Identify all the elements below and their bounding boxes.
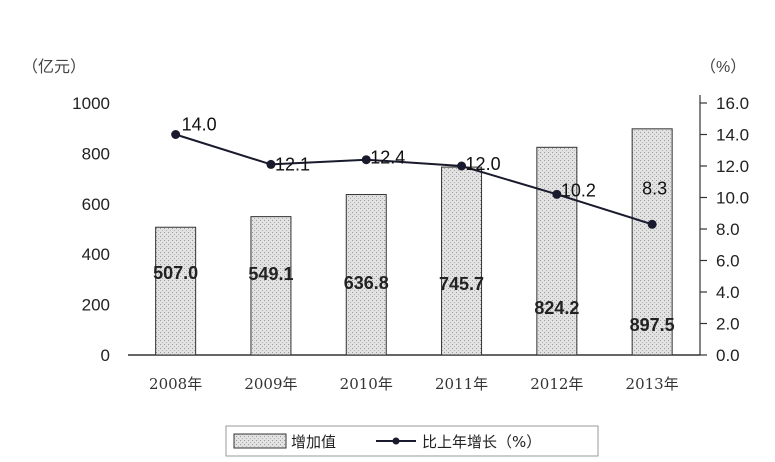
left-tick-label: 600 bbox=[82, 195, 110, 214]
left-tick-label: 0 bbox=[101, 346, 110, 365]
right-tick-label: 8.0 bbox=[716, 220, 740, 239]
bar-value-label: 745.7 bbox=[439, 274, 484, 294]
bar-series: 507.0 549.1 636.8 745.7 824.2 897.5 bbox=[153, 128, 675, 356]
legend-line-marker bbox=[392, 437, 400, 445]
growth-line-series: 14.0 12.1 12.4 12.0 10.2 8.3 bbox=[171, 115, 667, 229]
right-tick-label: 4.0 bbox=[716, 283, 740, 302]
right-tick-label: 6.0 bbox=[716, 252, 740, 271]
x-tick-label: 2009年 bbox=[244, 375, 297, 393]
bar-value-label: 507.0 bbox=[153, 263, 198, 283]
right-axis-unit: （%） bbox=[700, 58, 746, 76]
right-tick-label: 2.0 bbox=[716, 315, 740, 334]
left-axis-ticks: 0 200 400 600 800 1000 bbox=[72, 94, 110, 365]
right-tick-label: 16.0 bbox=[716, 94, 749, 113]
growth-line bbox=[175, 133, 653, 226]
x-tick-label: 2008年 bbox=[149, 375, 202, 393]
growth-point bbox=[647, 219, 657, 229]
bar bbox=[155, 226, 197, 356]
legend-bar-swatch bbox=[233, 433, 287, 449]
bar-value-label: 897.5 bbox=[630, 315, 675, 335]
x-tick-label: 2010年 bbox=[340, 375, 393, 393]
left-axis-unit: （亿元） bbox=[22, 58, 86, 76]
bar bbox=[250, 216, 292, 356]
right-tick-label: 10.0 bbox=[716, 189, 749, 208]
legend-bar-label: 增加值 bbox=[291, 433, 336, 451]
growth-point bbox=[457, 161, 467, 171]
growth-value-label: 12.0 bbox=[466, 154, 501, 174]
bar-value-label: 824.2 bbox=[534, 298, 579, 318]
bar bbox=[536, 146, 578, 356]
x-tick-label: 2013年 bbox=[626, 375, 679, 393]
growth-value-label: 14.0 bbox=[182, 115, 217, 135]
bar bbox=[441, 166, 483, 356]
growth-value-label: 8.3 bbox=[642, 178, 667, 198]
left-tick-label: 400 bbox=[82, 245, 110, 264]
growth-point bbox=[552, 189, 562, 199]
left-tick-label: 1000 bbox=[72, 94, 110, 113]
growth-point bbox=[361, 155, 371, 165]
right-tick-label: 0.0 bbox=[716, 346, 740, 365]
bar bbox=[631, 128, 673, 356]
x-axis-labels: 2008年 2009年 2010年 2011年 2012年 2013年 bbox=[149, 375, 679, 393]
right-tick-label: 14.0 bbox=[716, 126, 749, 145]
growth-value-label: 10.2 bbox=[561, 180, 596, 200]
x-tick-label: 2011年 bbox=[435, 375, 488, 393]
growth-point bbox=[266, 159, 276, 169]
left-tick-label: 800 bbox=[82, 144, 110, 163]
bar bbox=[345, 194, 387, 356]
x-tick-label: 2012年 bbox=[530, 375, 583, 393]
right-axis-ticks: 0.0 2.0 4.0 6.0 8.0 10.0 12.0 14.0 16.0 bbox=[700, 94, 749, 365]
bar-value-label: 549.1 bbox=[248, 264, 293, 284]
growth-value-label: 12.1 bbox=[275, 154, 310, 174]
legend-frame bbox=[225, 425, 599, 457]
right-tick-label: 12.0 bbox=[716, 157, 749, 176]
left-tick-label: 200 bbox=[82, 296, 110, 315]
legend: 增加值 比上年增长（%） bbox=[225, 425, 599, 457]
growth-point bbox=[171, 130, 181, 139]
growth-value-label: 12.4 bbox=[370, 148, 405, 168]
bar-value-label: 636.8 bbox=[344, 273, 389, 293]
legend-line-label: 比上年增长（%） bbox=[422, 433, 541, 451]
